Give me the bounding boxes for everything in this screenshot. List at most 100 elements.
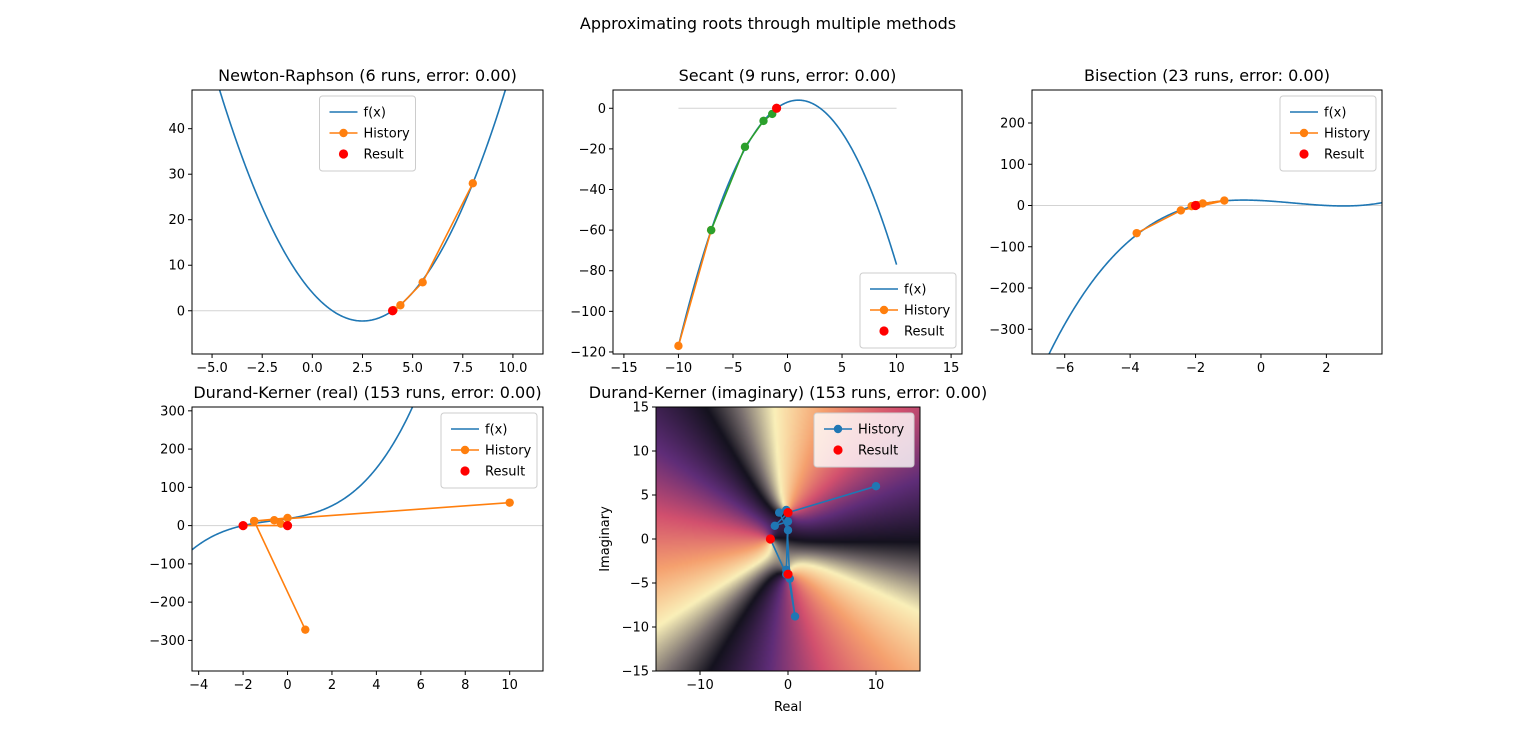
bisection-plot-area <box>1032 196 1382 354</box>
dk_imag-x-tick-label: 0 <box>784 678 792 693</box>
dk_real-history-point <box>269 516 279 525</box>
bisection-legend-result-marker <box>1299 149 1309 159</box>
bisection-legend-label: Result <box>1324 148 1364 163</box>
secant-iteration-point <box>740 142 750 152</box>
secant-y-tick-label: −120 <box>570 345 606 360</box>
newton-legend-label: Result <box>364 148 404 163</box>
dk_real-x-tick-label: 4 <box>372 678 380 693</box>
dk_imag-y-tick-label: 10 <box>632 445 649 460</box>
dk_real-legend-result-marker <box>460 466 470 476</box>
secant-legend-history-marker <box>879 305 889 315</box>
newton-x-tick-label: −5.0 <box>196 361 228 376</box>
newton-x-tick-label: 5.0 <box>402 361 423 376</box>
dk_real-x-tick-label: −2 <box>234 678 253 693</box>
bisection-x-tick-label: −4 <box>1121 361 1140 376</box>
suptitle: Approximating roots through multiple met… <box>580 14 956 33</box>
secant-result-point <box>771 103 782 113</box>
dk_imag-legend: History Result <box>813 412 915 468</box>
dk_real-result-point <box>238 521 248 531</box>
dk_imag-history-point <box>783 526 793 535</box>
dk_real-x-tick-label: 0 <box>283 678 291 693</box>
dk_real-x-tick-label: 6 <box>417 678 425 693</box>
secant-legend: f(x) History Result <box>859 272 957 349</box>
newton-legend-result-marker <box>338 149 349 159</box>
newton-x-tick-label: 0.0 <box>302 361 323 376</box>
dk_real-function-curve <box>192 407 414 551</box>
secant-history-line <box>677 229 712 347</box>
dk_real-plot-area <box>192 407 543 634</box>
bisection-legend-label: f(x) <box>1324 106 1346 121</box>
dk_imag-y-tick-label: 0 <box>641 533 649 548</box>
imag-x-axis-label: Real <box>774 700 802 715</box>
bisection-y-tick-label: −100 <box>989 240 1025 255</box>
bisection-x-tick-label: 0 <box>1257 361 1265 376</box>
newton-y-tick-label: 20 <box>168 213 185 228</box>
secant-iteration-point <box>759 116 768 126</box>
secant-legend-result-marker <box>879 326 889 336</box>
dk_real-result-point <box>282 521 293 531</box>
durand-kerner-real-title: Durand-Kerner (real) (153 runs, error: 0… <box>193 383 541 402</box>
secant-iteration-line <box>710 107 778 231</box>
newton-legend-label: f(x) <box>364 106 386 121</box>
newton-x-tick-label: 7.5 <box>452 361 473 376</box>
secant-legend-label: Result <box>904 325 944 340</box>
dk_imag-x-tick-label: 10 <box>868 678 885 693</box>
dk_real-y-tick-label: 100 <box>160 481 185 496</box>
secant-y-tick-label: −40 <box>579 183 606 198</box>
dk_real-x-tick-label: 10 <box>501 678 518 693</box>
newton-function-curve <box>218 90 507 322</box>
secant-history-point <box>674 341 683 351</box>
newton-history-point <box>418 278 427 287</box>
newton-plot-area <box>192 90 543 322</box>
bisection-x-tick-label: −2 <box>1186 361 1205 376</box>
dk_imag-y-tick-label: −15 <box>622 665 649 680</box>
secant-x-tick-label: −5 <box>723 361 742 376</box>
secant-y-tick-label: −20 <box>579 142 606 157</box>
dk_real-legend: f(x) History Result <box>440 412 538 489</box>
dk_imag-y-tick-label: 5 <box>641 489 649 504</box>
durand-kerner-imaginary-title: Durand-Kerner (imaginary) (153 runs, err… <box>589 383 987 402</box>
dk_imag-history-point <box>770 521 779 530</box>
dk_imag-result-point <box>783 569 793 579</box>
newton-legend: f(x) History Result <box>319 95 416 172</box>
dk_real-x-tick-label: 8 <box>461 678 469 693</box>
secant-y-tick-label: −100 <box>570 305 606 320</box>
dk_imag-legend-label: History <box>858 423 905 438</box>
secant-x-tick-label: 15 <box>943 361 960 376</box>
newton-result-point <box>387 306 398 316</box>
dk_real-history-point <box>283 513 292 523</box>
newton-x-tick-label: 10.0 <box>498 361 527 376</box>
bisection-y-tick-label: −200 <box>989 282 1025 297</box>
dk_imag-x-tick-label: −10 <box>686 678 713 693</box>
dk_real-y-tick-label: −300 <box>149 634 185 649</box>
dk_imag-legend-box <box>813 412 915 468</box>
dk_real-legend-label: f(x) <box>485 423 507 438</box>
newton-history-point <box>468 179 477 188</box>
newton-axes-frame <box>191 89 544 355</box>
dk_real-legend-label: Result <box>485 465 525 480</box>
bisection-panel: Bisection (23 runs, error: 0.00) −6 −4 −2 0… <box>989 66 1383 376</box>
secant-y-tick-label: 0 <box>598 102 606 117</box>
dk_real-x-tick-label: 2 <box>328 678 336 693</box>
dk_imag-result-point <box>765 534 776 544</box>
bisection-history-point <box>1220 196 1229 205</box>
secant-x-tick-label: −10 <box>665 361 692 376</box>
dk_real-y-tick-label: 0 <box>177 519 185 534</box>
dk_real-history-point <box>250 516 259 526</box>
dk_real-y-tick-label: 200 <box>160 443 185 458</box>
bisection-y-tick-label: 100 <box>1000 158 1025 173</box>
bisection-legend-history-marker <box>1299 128 1309 138</box>
newton-legend-history-marker <box>339 128 348 138</box>
dk_imag-y-tick-label: −10 <box>622 621 649 636</box>
durand-kerner-imaginary-panel: Durand-Kerner (imaginary) (153 runs, err… <box>589 383 987 715</box>
bisection-legend-label: History <box>1324 127 1371 142</box>
dk_imag-legend-label: Result <box>858 444 898 459</box>
dk_imag-history-point <box>790 612 800 621</box>
secant-plot-area <box>674 99 898 351</box>
dk_imag-history-point <box>871 482 881 491</box>
secant-iteration-point <box>706 225 716 235</box>
newton-x-tick-label: −2.5 <box>246 361 278 376</box>
newton-y-tick-label: 0 <box>177 304 185 319</box>
dk_imag-result-point <box>783 507 793 518</box>
